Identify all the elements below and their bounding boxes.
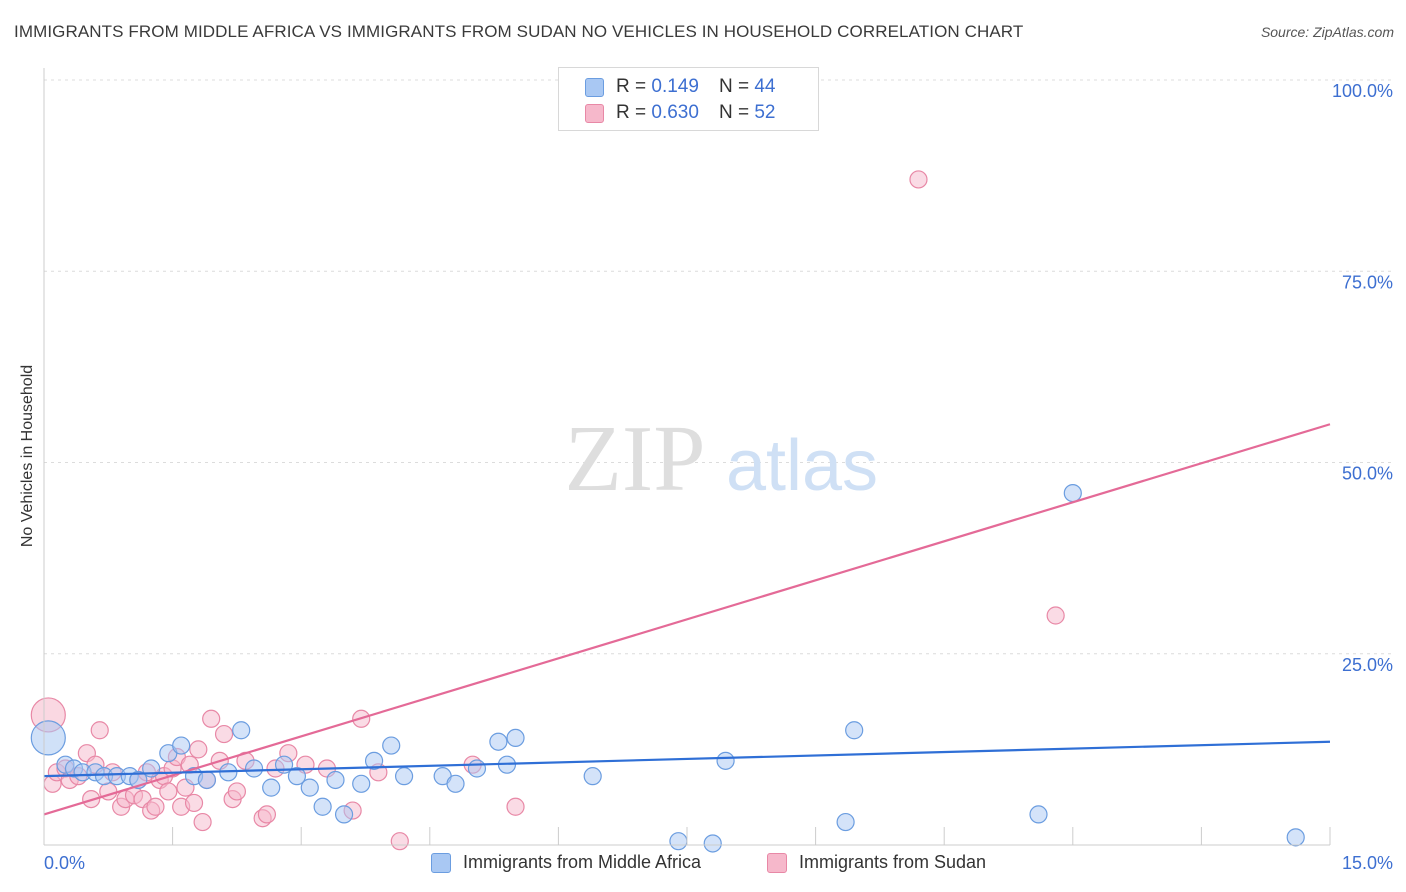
grid-lines (44, 79, 1394, 655)
legend-item-sudan: Immigrants from Sudan (767, 852, 986, 873)
data-point-sudan (257, 805, 277, 824)
x-tick-label: 0.0% (44, 853, 85, 873)
data-point-middle-africa (467, 759, 487, 778)
data-point-middle-africa (1063, 484, 1082, 503)
data-point-sudan (390, 832, 409, 851)
data-point-sudan (159, 782, 178, 801)
data-point-middle-africa (232, 721, 251, 740)
series-legend: Immigrants from Middle Africa Immigrants… (0, 852, 1406, 878)
data-point-sudan (184, 793, 204, 813)
data-point-middle-africa (364, 751, 384, 770)
y-tick-label: 100.0% (1332, 81, 1393, 101)
data-point-middle-africa (382, 736, 401, 755)
data-point-middle-africa (326, 770, 345, 790)
trend-lines (43, 423, 1331, 816)
data-point-middle-africa (1029, 805, 1048, 824)
legend-r-label: R = (616, 102, 647, 123)
legend-swatch-blue (585, 77, 604, 97)
legend-n-label: N = (718, 102, 750, 123)
data-point-sudan (90, 721, 109, 740)
x-tick-label: 15.0% (1342, 853, 1393, 873)
data-point-sudan (1046, 606, 1065, 625)
data-point-sudan (506, 797, 525, 816)
y-tick-label: 50.0% (1342, 464, 1393, 484)
source-credit: Source: ZipAtlas.com (1260, 24, 1394, 40)
legend-n-value: 44 (754, 76, 776, 97)
trend-line-sudan (43, 423, 1331, 816)
data-point-middle-africa (703, 834, 722, 853)
data-point-sudan (146, 797, 165, 816)
watermark: ZIP atlas (565, 407, 879, 511)
data-point-middle-africa (287, 767, 307, 786)
legend-swatch-pink (585, 103, 604, 123)
y-tick-label: 25.0% (1342, 655, 1393, 675)
data-point-middle-africa (334, 805, 354, 824)
y-tick-label: 75.0% (1342, 272, 1393, 292)
data-point-middle-africa (845, 721, 864, 740)
legend-n-value: 52 (754, 102, 776, 123)
watermark-zip: ZIP (565, 407, 706, 511)
data-point-sudan (909, 170, 928, 189)
data-point-sudan (193, 812, 212, 832)
data-point-middle-africa (716, 751, 735, 770)
data-point-middle-africa (300, 778, 319, 797)
legend-swatch-pink (767, 852, 787, 873)
data-point-middle-africa (489, 732, 508, 751)
data-point-sudan (227, 782, 246, 801)
chart-title: IMMIGRANTS FROM MIDDLE AFRICA VS IMMIGRA… (14, 22, 1024, 41)
data-point-middle-africa (262, 778, 281, 797)
legend-n-label: N = (718, 76, 750, 97)
data-point-middle-africa (669, 832, 688, 851)
data-point-middle-africa (352, 774, 371, 793)
legend-r-label: R = (616, 76, 647, 97)
data-point-middle-africa (506, 728, 525, 748)
data-point-sudan (214, 724, 234, 744)
correlation-legend: R = 0.149 N = 44 R = 0.630 N = 52 (558, 67, 819, 131)
legend-item-middle-africa: Immigrants from Middle Africa (431, 852, 701, 873)
legend-r-value: 0.630 (651, 102, 699, 123)
data-point-middle-africa (197, 770, 216, 790)
data-point-middle-africa (244, 759, 264, 778)
legend-row-middle-africa: R = 0.149 N = 44 (585, 75, 775, 99)
data-point-sudan (189, 740, 208, 759)
data-point-middle-africa (30, 720, 66, 756)
watermark-atlas: atlas (726, 426, 878, 506)
data-point-middle-africa (394, 767, 414, 786)
legend-r-value: 0.149 (651, 76, 699, 97)
data-point-middle-africa (1286, 828, 1305, 847)
data-point-middle-africa (583, 767, 602, 786)
data-point-sudan (202, 709, 221, 728)
legend-row-sudan: R = 0.630 N = 52 (585, 101, 775, 125)
axes (43, 68, 1331, 846)
legend-label-sudan: Immigrants from Sudan (799, 852, 987, 872)
legend-swatch-blue (431, 852, 451, 873)
data-point-middle-africa (313, 797, 332, 816)
data-point-middle-africa (836, 812, 855, 832)
data-point-middle-africa (172, 736, 191, 755)
series-middle-africa-points (30, 484, 1305, 853)
data-point-middle-africa (446, 774, 465, 793)
tick-labels: 25.0% 50.0% 75.0% 100.0% 0.0% 15.0% (44, 81, 1393, 873)
legend-label-middle-africa: Immigrants from Middle Africa (463, 852, 702, 872)
trend-line-middle-africa (43, 740, 1331, 778)
